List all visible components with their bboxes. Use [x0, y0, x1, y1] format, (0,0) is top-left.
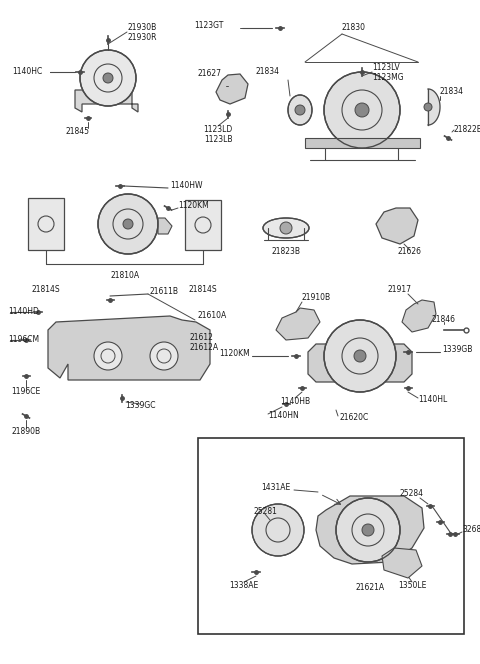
Text: 32685B: 32685B [462, 525, 480, 535]
Circle shape [336, 498, 400, 562]
Polygon shape [75, 90, 138, 112]
Bar [28, 198, 64, 250]
Circle shape [295, 105, 305, 115]
Circle shape [324, 72, 400, 148]
Circle shape [252, 504, 304, 556]
Text: 1123LB: 1123LB [204, 135, 232, 145]
Polygon shape [158, 218, 172, 234]
Bar [198, 438, 464, 634]
Text: 21810A: 21810A [110, 270, 140, 280]
Circle shape [150, 342, 178, 370]
Text: 21626: 21626 [398, 248, 422, 256]
Text: 21830: 21830 [342, 23, 366, 33]
Text: 1339GC: 1339GC [125, 402, 155, 410]
Text: 21834: 21834 [256, 68, 280, 76]
Text: 21845: 21845 [66, 127, 90, 137]
Text: 21910B: 21910B [302, 293, 331, 303]
Polygon shape [382, 548, 422, 578]
Text: 25281: 25281 [254, 507, 278, 517]
Polygon shape [316, 496, 424, 564]
Polygon shape [428, 89, 440, 125]
Polygon shape [376, 208, 418, 244]
Text: 25284: 25284 [400, 489, 424, 499]
Text: 21611B: 21611B [150, 288, 179, 297]
Text: 1431AE: 1431AE [261, 483, 290, 493]
Circle shape [94, 342, 122, 370]
Circle shape [355, 103, 369, 117]
Circle shape [103, 73, 113, 83]
Polygon shape [48, 316, 210, 380]
Text: 21822B: 21822B [454, 125, 480, 135]
Text: 1338AE: 1338AE [229, 582, 259, 590]
Text: 21620C: 21620C [340, 414, 369, 422]
Text: 21890B: 21890B [12, 428, 41, 436]
Text: 21612: 21612 [190, 333, 214, 343]
Text: 21930R: 21930R [128, 33, 157, 42]
Polygon shape [308, 344, 412, 382]
Ellipse shape [263, 218, 309, 238]
Polygon shape [216, 74, 248, 104]
Text: 1120KM: 1120KM [219, 349, 250, 359]
Polygon shape [305, 138, 420, 148]
Text: 21621A: 21621A [355, 584, 384, 592]
Ellipse shape [288, 95, 312, 125]
Text: 21930B: 21930B [128, 23, 157, 33]
Text: 1339GB: 1339GB [442, 345, 472, 355]
Circle shape [424, 103, 432, 111]
Text: 21610A: 21610A [198, 311, 227, 321]
Text: 1120KM: 1120KM [178, 201, 209, 210]
Text: 1123LD: 1123LD [204, 125, 233, 135]
Circle shape [123, 219, 133, 229]
Text: 21814S: 21814S [189, 286, 217, 295]
Text: 21846: 21846 [432, 315, 456, 325]
Text: 1350LE: 1350LE [398, 582, 426, 590]
Polygon shape [402, 300, 436, 332]
Text: 1140HN: 1140HN [268, 412, 299, 420]
Bar [185, 200, 221, 250]
Text: 1140HW: 1140HW [170, 181, 203, 189]
Text: 1123GT: 1123GT [194, 21, 223, 31]
Text: 21834: 21834 [440, 88, 464, 96]
Text: 1140HB: 1140HB [280, 398, 310, 406]
Circle shape [324, 320, 396, 392]
Text: 1123MG: 1123MG [372, 74, 404, 82]
Text: 21612A: 21612A [190, 343, 219, 353]
Text: 1140HL: 1140HL [418, 396, 447, 404]
Text: 21823B: 21823B [272, 248, 300, 256]
Polygon shape [276, 308, 320, 340]
Circle shape [280, 222, 292, 234]
Text: 1123LV: 1123LV [372, 64, 400, 72]
Circle shape [354, 350, 366, 362]
Text: 1140HD: 1140HD [8, 307, 39, 317]
Text: 21917: 21917 [388, 286, 412, 295]
Text: 21627: 21627 [198, 70, 222, 78]
Text: 21814S: 21814S [32, 286, 60, 295]
Circle shape [362, 524, 374, 536]
Text: 1196CE: 1196CE [12, 388, 41, 396]
Circle shape [98, 194, 158, 254]
Text: 1140HC: 1140HC [12, 68, 42, 76]
Circle shape [80, 50, 136, 106]
Text: 1196CM: 1196CM [8, 335, 39, 345]
